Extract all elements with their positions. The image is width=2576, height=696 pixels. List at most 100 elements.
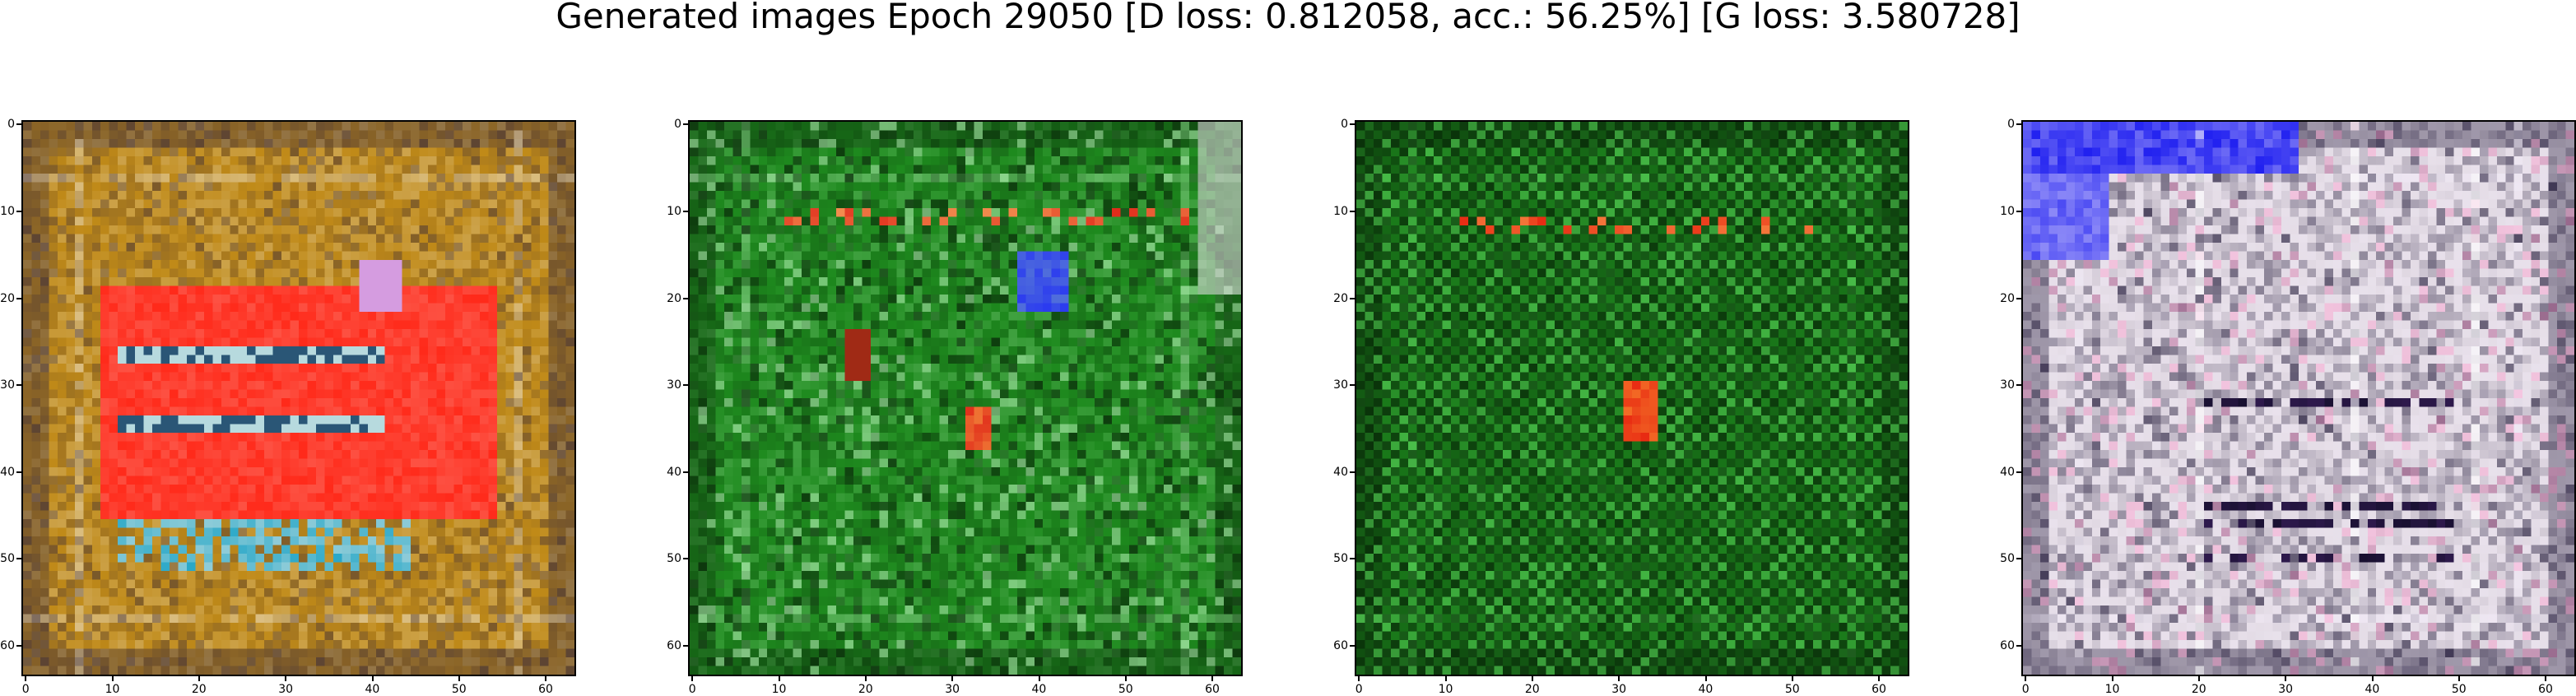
y-tick-label: 0 xyxy=(674,118,681,130)
x-tick-label: 50 xyxy=(2452,684,2467,695)
y-tick-label: 60 xyxy=(2000,640,2015,652)
y-tick-mark xyxy=(683,645,688,647)
x-tick-label: 30 xyxy=(2278,684,2293,695)
x-tick-mark xyxy=(198,676,200,681)
y-tick-label: 20 xyxy=(1333,293,1348,304)
y-tick-label: 50 xyxy=(667,553,681,564)
y-tick-label: 0 xyxy=(2007,118,2015,130)
y-tick-label: 40 xyxy=(1333,466,1348,478)
x-tick-mark xyxy=(458,676,460,681)
y-tick-mark xyxy=(683,471,688,473)
y-tick-mark xyxy=(1350,298,1355,299)
y-tick-mark xyxy=(2016,211,2021,212)
x-tick-label: 60 xyxy=(2538,684,2553,695)
x-tick-mark xyxy=(2198,676,2200,681)
y-tick-label: 20 xyxy=(0,293,15,304)
x-tick-label: 20 xyxy=(2192,684,2206,695)
generated-image-4-pixels xyxy=(2023,122,2574,675)
y-tick-label: 30 xyxy=(1333,379,1348,391)
x-tick-mark xyxy=(1039,676,1040,681)
y-tick-label: 0 xyxy=(1341,118,1348,130)
x-tick-label: 10 xyxy=(105,684,120,695)
y-tick-mark xyxy=(1350,211,1355,212)
generated-image-4 xyxy=(2021,120,2576,676)
x-tick-mark xyxy=(865,676,867,681)
y-tick-mark xyxy=(2016,558,2021,559)
y-tick-mark xyxy=(2016,471,2021,473)
y-tick-mark xyxy=(2016,298,2021,299)
y-tick-mark xyxy=(2016,123,2021,125)
y-tick-label: 30 xyxy=(0,379,15,391)
y-tick-mark xyxy=(16,645,21,647)
x-tick-label: 50 xyxy=(1785,684,1800,695)
x-tick-mark xyxy=(1445,676,1447,681)
x-tick-label: 20 xyxy=(192,684,207,695)
y-tick-mark xyxy=(1350,471,1355,473)
x-tick-mark xyxy=(545,676,546,681)
y-tick-label: 10 xyxy=(0,206,15,217)
generated-image-1 xyxy=(21,120,576,676)
y-tick-label: 20 xyxy=(667,293,681,304)
y-tick-mark xyxy=(1350,645,1355,647)
x-tick-label: 10 xyxy=(1439,684,1453,695)
y-tick-mark xyxy=(1350,384,1355,386)
x-tick-label: 50 xyxy=(452,684,467,695)
y-tick-label: 40 xyxy=(2000,466,2015,478)
y-tick-label: 30 xyxy=(2000,379,2015,391)
y-tick-label: 50 xyxy=(2000,553,2015,564)
x-tick-label: 0 xyxy=(689,684,696,695)
y-tick-label: 40 xyxy=(667,466,681,478)
figure-title: Generated images Epoch 29050 [D loss: 0.… xyxy=(0,0,2576,33)
generated-image-3 xyxy=(1355,120,1909,676)
x-tick-mark xyxy=(1358,676,1360,681)
x-tick-mark xyxy=(285,676,286,681)
generated-image-2-pixels xyxy=(690,122,1241,675)
x-tick-mark xyxy=(1878,676,1880,681)
x-tick-mark xyxy=(779,676,780,681)
generated-image-1-pixels xyxy=(23,122,574,675)
x-tick-label: 0 xyxy=(1355,684,1363,695)
x-tick-label: 0 xyxy=(2022,684,2030,695)
x-tick-label: 40 xyxy=(365,684,380,695)
y-tick-mark xyxy=(1350,123,1355,125)
y-tick-mark xyxy=(2016,384,2021,386)
x-tick-mark xyxy=(1618,676,1620,681)
y-tick-label: 50 xyxy=(0,553,15,564)
y-tick-label: 0 xyxy=(7,118,15,130)
x-tick-mark xyxy=(372,676,374,681)
x-tick-mark xyxy=(2372,676,2374,681)
x-tick-label: 20 xyxy=(858,684,873,695)
y-tick-label: 60 xyxy=(667,640,681,652)
x-tick-label: 40 xyxy=(1032,684,1047,695)
y-tick-mark xyxy=(16,211,21,212)
x-tick-mark xyxy=(951,676,953,681)
y-tick-label: 30 xyxy=(667,379,681,391)
x-tick-label: 30 xyxy=(945,684,960,695)
y-tick-label: 10 xyxy=(2000,206,2015,217)
x-tick-mark xyxy=(1125,676,1127,681)
y-tick-label: 40 xyxy=(0,466,15,478)
x-tick-label: 40 xyxy=(2365,684,2380,695)
y-tick-mark xyxy=(16,298,21,299)
x-tick-mark xyxy=(2285,676,2286,681)
x-tick-mark xyxy=(112,676,114,681)
x-tick-label: 50 xyxy=(1118,684,1133,695)
x-tick-label: 10 xyxy=(2105,684,2120,695)
x-tick-mark xyxy=(2112,676,2113,681)
generated-image-3-pixels xyxy=(1356,122,1908,675)
y-tick-mark xyxy=(683,558,688,559)
y-tick-mark xyxy=(683,123,688,125)
y-tick-label: 60 xyxy=(1333,640,1348,652)
x-tick-label: 30 xyxy=(1611,684,1626,695)
y-tick-label: 10 xyxy=(1333,206,1348,217)
x-tick-mark xyxy=(1532,676,1533,681)
x-tick-label: 60 xyxy=(538,684,553,695)
y-tick-mark xyxy=(683,298,688,299)
y-tick-label: 20 xyxy=(2000,293,2015,304)
y-tick-mark xyxy=(16,558,21,559)
x-tick-label: 10 xyxy=(772,684,787,695)
y-tick-mark xyxy=(16,384,21,386)
y-tick-mark xyxy=(1350,558,1355,559)
y-tick-mark xyxy=(683,211,688,212)
y-tick-mark xyxy=(2016,645,2021,647)
